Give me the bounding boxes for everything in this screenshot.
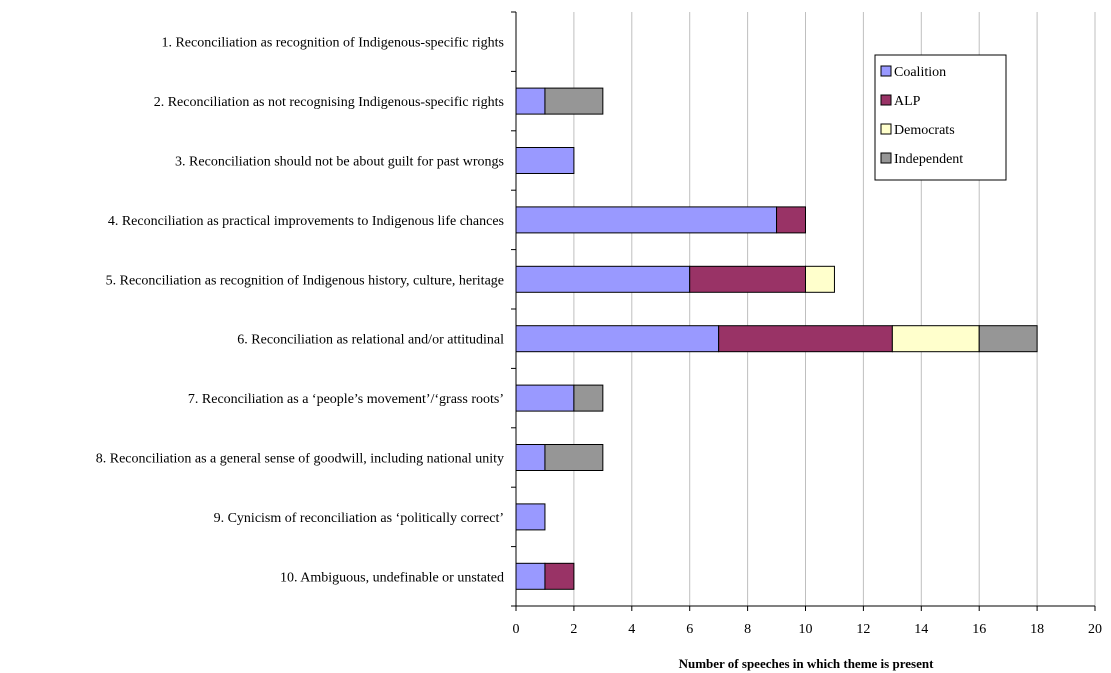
legend-swatch-independent xyxy=(880,152,892,164)
gridlines xyxy=(573,12,1096,606)
bar-independent xyxy=(978,325,1038,353)
x-tick-label: 6 xyxy=(686,622,693,637)
x-tick-label: 4 xyxy=(628,622,635,637)
x-tick-label: 2 xyxy=(570,622,577,637)
bar-alp xyxy=(689,265,807,293)
bar-alp xyxy=(718,325,893,353)
category-label: 3. Reconciliation should not be about gu… xyxy=(175,155,504,170)
bar-coalition xyxy=(515,147,575,174)
legend-box xyxy=(874,54,1007,181)
bar-alp xyxy=(544,562,575,590)
legend-label-independent: Independent xyxy=(894,152,963,167)
x-tick-label: 14 xyxy=(914,622,928,637)
axes xyxy=(511,11,1096,611)
legend-label-alp: ALP xyxy=(894,94,921,109)
legend-swatch-alp xyxy=(880,94,892,106)
bars xyxy=(515,87,1038,590)
x-tick-labels: 0 2 4 6 8 10 12 14 16 18 20 xyxy=(513,622,1103,637)
category-label: 10. Ambiguous, undefinable or unstated xyxy=(280,570,504,585)
x-tick-label: 8 xyxy=(744,622,751,637)
category-labels: 1. Reconciliation as recognition of Indi… xyxy=(96,36,504,586)
bar-democrats xyxy=(891,325,980,353)
bar-coalition xyxy=(515,562,546,590)
bar-independent xyxy=(573,384,604,412)
bar-independent xyxy=(544,444,604,471)
bar-coalition xyxy=(515,444,546,471)
x-tick-label: 20 xyxy=(1088,622,1102,637)
x-tick-label: 12 xyxy=(856,622,870,637)
x-tick-label: 16 xyxy=(972,622,986,637)
bar-coalition xyxy=(515,87,546,115)
x-tick-label: 0 xyxy=(513,622,520,637)
x-tick-label: 18 xyxy=(1030,622,1044,637)
category-label: 1. Reconciliation as recognition of Indi… xyxy=(161,36,504,51)
category-label: 5. Reconciliation as recognition of Indi… xyxy=(106,273,504,288)
legend-label-democrats: Democrats xyxy=(894,123,955,138)
bar-alp xyxy=(776,206,806,234)
bar-coalition xyxy=(515,206,778,234)
legend-swatch-democrats xyxy=(880,123,892,135)
x-tick-label: 10 xyxy=(799,622,813,637)
bar-coalition xyxy=(515,325,720,353)
category-label: 7. Reconciliation as a ‘people’s movemen… xyxy=(188,392,504,407)
bar-coalition xyxy=(515,384,575,412)
bar-coalition xyxy=(515,503,546,531)
legend-swatch-coalition xyxy=(880,65,892,77)
category-label: 9. Cynicism of reconciliation as ‘politi… xyxy=(214,511,504,526)
bar-independent xyxy=(544,87,604,115)
legend: Coalition ALP Democrats Independent xyxy=(874,54,1007,181)
category-label: 2. Reconciliation as not recognising Ind… xyxy=(154,95,504,110)
category-label: 8. Reconciliation as a general sense of … xyxy=(96,452,504,467)
category-label: 6. Reconciliation as relational and/or a… xyxy=(237,333,504,348)
legend-label-coalition: Coalition xyxy=(894,65,946,80)
category-label: 4. Reconciliation as practical improveme… xyxy=(108,214,504,229)
bar-coalition xyxy=(515,265,691,293)
bar-democrats xyxy=(805,265,835,293)
x-axis-title: Number of speeches in which theme is pre… xyxy=(679,656,934,671)
